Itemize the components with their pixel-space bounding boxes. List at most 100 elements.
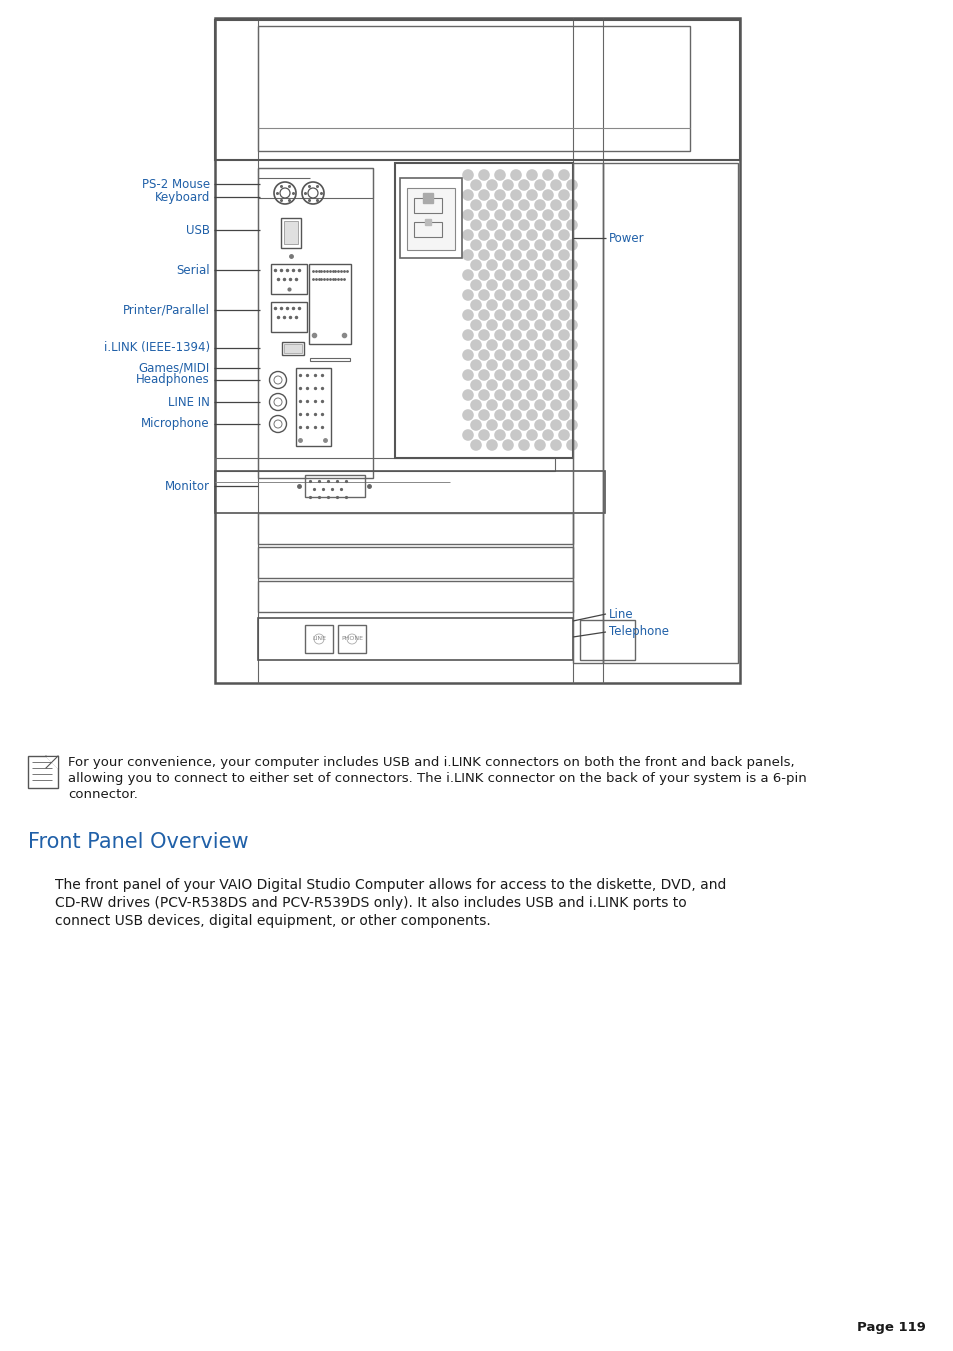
Bar xyxy=(295,367,331,446)
Circle shape xyxy=(486,359,497,370)
Circle shape xyxy=(510,189,521,201)
Circle shape xyxy=(461,189,474,201)
Circle shape xyxy=(501,259,514,270)
Circle shape xyxy=(534,299,545,311)
Text: PHONE: PHONE xyxy=(340,636,363,642)
Circle shape xyxy=(486,280,497,290)
Circle shape xyxy=(534,199,545,211)
Text: Monitor: Monitor xyxy=(165,480,210,493)
Circle shape xyxy=(461,430,474,440)
Circle shape xyxy=(550,280,561,290)
Circle shape xyxy=(566,419,578,431)
Polygon shape xyxy=(46,757,58,767)
Circle shape xyxy=(501,280,514,290)
Circle shape xyxy=(517,299,529,311)
Circle shape xyxy=(550,199,561,211)
Circle shape xyxy=(550,180,561,190)
Circle shape xyxy=(526,409,537,420)
Circle shape xyxy=(486,319,497,331)
Circle shape xyxy=(550,339,561,351)
Circle shape xyxy=(541,430,554,440)
Circle shape xyxy=(566,219,578,231)
Text: Keyboard: Keyboard xyxy=(154,190,210,204)
Circle shape xyxy=(541,209,554,220)
Text: Line: Line xyxy=(608,608,633,620)
Circle shape xyxy=(486,339,497,351)
Circle shape xyxy=(558,389,569,401)
Circle shape xyxy=(494,249,505,261)
Circle shape xyxy=(510,409,521,420)
Circle shape xyxy=(541,349,554,361)
Circle shape xyxy=(526,289,537,301)
Bar xyxy=(579,620,635,661)
Circle shape xyxy=(501,219,514,231)
Circle shape xyxy=(494,430,505,440)
Bar xyxy=(271,303,307,332)
Circle shape xyxy=(510,369,521,381)
Text: Telephone: Telephone xyxy=(608,626,668,639)
Circle shape xyxy=(550,399,561,411)
Circle shape xyxy=(461,349,474,361)
Text: LINE: LINE xyxy=(312,636,326,642)
Bar xyxy=(257,168,373,199)
Circle shape xyxy=(517,280,529,290)
Circle shape xyxy=(541,169,554,181)
Circle shape xyxy=(494,209,505,220)
Circle shape xyxy=(470,339,481,351)
Circle shape xyxy=(477,289,489,301)
Circle shape xyxy=(517,399,529,411)
Circle shape xyxy=(534,380,545,390)
Circle shape xyxy=(566,380,578,390)
Circle shape xyxy=(486,219,497,231)
Circle shape xyxy=(541,249,554,261)
Bar xyxy=(257,547,573,578)
Circle shape xyxy=(534,180,545,190)
Circle shape xyxy=(494,369,505,381)
Circle shape xyxy=(486,180,497,190)
Circle shape xyxy=(461,249,474,261)
Bar xyxy=(257,26,689,151)
Circle shape xyxy=(541,369,554,381)
Circle shape xyxy=(501,319,514,331)
Circle shape xyxy=(501,199,514,211)
Circle shape xyxy=(558,309,569,320)
Circle shape xyxy=(494,389,505,401)
Circle shape xyxy=(486,199,497,211)
Circle shape xyxy=(501,239,514,251)
Circle shape xyxy=(461,389,474,401)
Circle shape xyxy=(541,309,554,320)
Circle shape xyxy=(477,389,489,401)
Text: Power: Power xyxy=(608,231,644,245)
Circle shape xyxy=(566,259,578,270)
Text: i.LINK (IEEE-1394): i.LINK (IEEE-1394) xyxy=(104,342,210,354)
Circle shape xyxy=(470,419,481,431)
Circle shape xyxy=(558,409,569,420)
Circle shape xyxy=(566,359,578,370)
Bar xyxy=(281,218,301,249)
Circle shape xyxy=(558,169,569,181)
Circle shape xyxy=(517,319,529,331)
Circle shape xyxy=(510,389,521,401)
Circle shape xyxy=(470,299,481,311)
Bar xyxy=(284,345,302,353)
Circle shape xyxy=(510,309,521,320)
Circle shape xyxy=(541,269,554,281)
Circle shape xyxy=(550,219,561,231)
Circle shape xyxy=(541,289,554,301)
Circle shape xyxy=(566,399,578,411)
Circle shape xyxy=(534,239,545,251)
Circle shape xyxy=(510,430,521,440)
Circle shape xyxy=(534,359,545,370)
Circle shape xyxy=(486,259,497,270)
Circle shape xyxy=(510,230,521,240)
Bar xyxy=(414,199,441,213)
Circle shape xyxy=(461,369,474,381)
Circle shape xyxy=(470,199,481,211)
Circle shape xyxy=(566,339,578,351)
Circle shape xyxy=(486,239,497,251)
Circle shape xyxy=(558,209,569,220)
Circle shape xyxy=(477,209,489,220)
Circle shape xyxy=(534,399,545,411)
Circle shape xyxy=(526,209,537,220)
Text: USB: USB xyxy=(186,223,210,236)
